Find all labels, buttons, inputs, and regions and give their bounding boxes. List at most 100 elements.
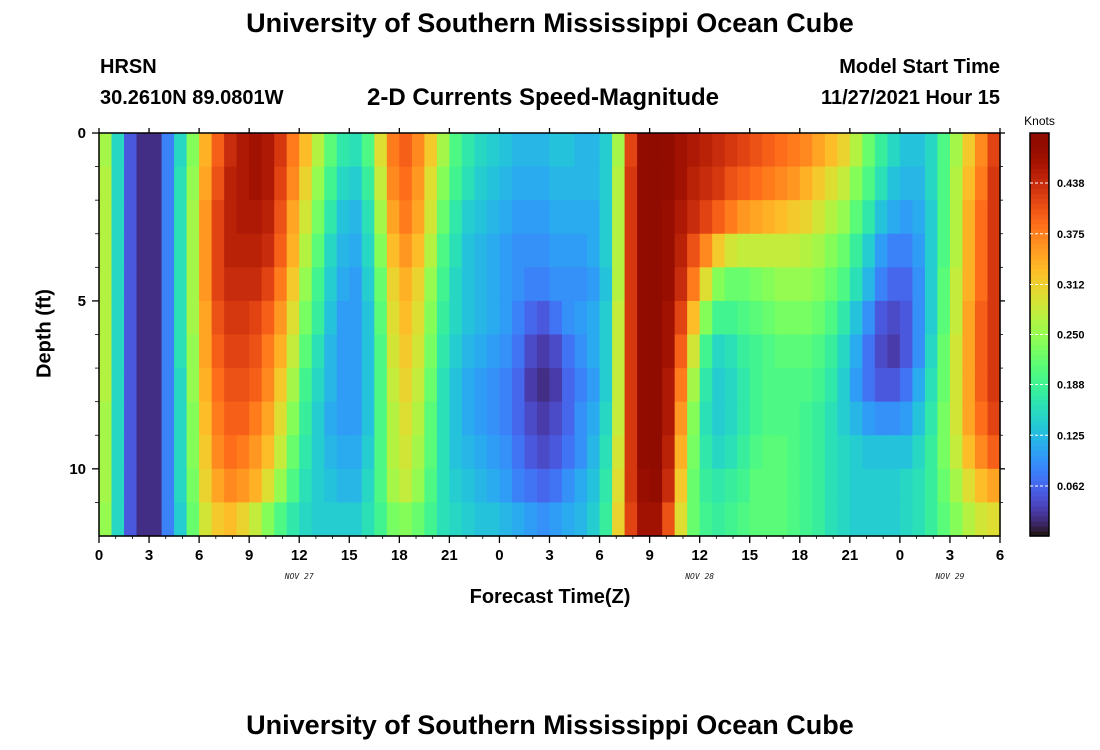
heatmap-cell (749, 468, 763, 504)
heatmap-cell (499, 401, 513, 436)
heatmap-cell (749, 368, 763, 403)
heatmap-cell (124, 300, 138, 336)
heatmap-cell (199, 435, 213, 470)
colorbar-cell (1030, 500, 1049, 507)
heatmap-cell (574, 468, 588, 504)
heatmap-cell (474, 267, 488, 302)
heatmap-cell (274, 200, 288, 235)
heatmap-cell (461, 334, 476, 369)
heatmap-cell (374, 334, 388, 369)
colorbar-cell (1030, 183, 1049, 190)
colorbar-cell (1030, 284, 1049, 290)
heatmap-cell (762, 267, 776, 302)
heatmap-cell (236, 133, 250, 168)
heatmap-cell (974, 435, 989, 470)
heatmap-cell (712, 200, 726, 235)
heatmap-cell (787, 300, 801, 336)
heatmap-cell (236, 502, 250, 537)
plot-title: 2-D Currents Speed-Magnitude (367, 84, 720, 111)
heatmap-cell (787, 200, 801, 235)
heatmap-cell (349, 368, 363, 403)
heatmap-cell (912, 468, 926, 504)
heatmap-cell (111, 368, 125, 403)
heatmap-cell (249, 435, 263, 470)
heatmap-cell (474, 300, 488, 336)
heatmap-cell (562, 468, 576, 504)
heatmap-cell (386, 502, 400, 537)
heatmap-cell (862, 267, 876, 302)
heatmap-cell (962, 233, 976, 268)
heatmap-cell (874, 267, 888, 302)
heatmap-cell (149, 133, 163, 168)
heatmap-cell (737, 468, 751, 504)
heatmap-cell (824, 435, 838, 470)
heatmap-cell (849, 133, 863, 168)
heatmap-cell (499, 334, 513, 369)
heatmap-cell (987, 334, 1001, 369)
heatmap-cell (261, 200, 275, 235)
heatmap-cell (924, 267, 939, 302)
heatmap-cell (99, 334, 113, 369)
heatmap-cell (649, 334, 663, 369)
heatmap-cell (186, 233, 200, 268)
heatmap-cell (199, 468, 213, 504)
heatmap-cell (361, 267, 375, 302)
colorbar-cell (1030, 480, 1049, 487)
heatmap-cell (712, 502, 726, 537)
heatmap-cell (812, 334, 826, 369)
heatmap-cell (574, 502, 588, 537)
heatmap-cell (887, 502, 901, 537)
heatmap-cell (186, 300, 200, 336)
heatmap-cell (799, 435, 813, 470)
heatmap-cell (549, 401, 563, 436)
heatmap-cell (499, 368, 513, 403)
heatmap-cell (536, 300, 551, 336)
model-start-label: Model Start Time (839, 56, 1000, 78)
colorbar-cell (1030, 394, 1049, 401)
x-tick-label: 0 (95, 547, 103, 564)
heatmap-cell (687, 468, 701, 504)
heatmap-cell (674, 435, 688, 470)
heatmap-cell (261, 334, 275, 369)
heatmap-cell (562, 233, 576, 268)
heatmap-cell (987, 502, 1001, 537)
colorbar-cell (1030, 213, 1049, 220)
heatmap-cell (974, 267, 989, 302)
heatmap-cell (662, 300, 676, 336)
heatmap-cell (286, 401, 300, 436)
heatmap-cell (399, 133, 413, 168)
heatmap-cell (862, 401, 876, 436)
heatmap-cell (236, 166, 250, 201)
colorbar-cell (1030, 344, 1049, 351)
heatmap-cell (912, 200, 926, 235)
heatmap-cell (837, 401, 851, 436)
heatmap-cell (774, 133, 788, 168)
heatmap-cell (461, 166, 476, 201)
heatmap-cell (374, 200, 388, 235)
heatmap-cell (787, 502, 801, 537)
heatmap-cell (599, 233, 613, 268)
heatmap-cell (499, 435, 513, 470)
heatmap-cell (361, 468, 375, 504)
heatmap-cell (124, 368, 138, 403)
heatmap-cell (674, 334, 688, 369)
heatmap-cell (712, 300, 726, 336)
heatmap-cell (149, 502, 163, 537)
heatmap-cell (424, 233, 438, 268)
heatmap-cell (649, 233, 663, 268)
heatmap-cell (461, 200, 476, 235)
heatmap-cell (637, 233, 651, 268)
heatmap-cell (837, 267, 851, 302)
heatmap-cell (787, 368, 801, 403)
heatmap-cell (937, 300, 951, 336)
heatmap-cell (461, 300, 476, 336)
heatmap-cell (737, 401, 751, 436)
heatmap-cell (311, 502, 325, 537)
colorbar-cell (1030, 530, 1049, 537)
colorbar-cell (1030, 193, 1049, 200)
colorbar-cell (1030, 505, 1049, 512)
heatmap-cell (649, 133, 663, 168)
heatmap-cell (762, 435, 776, 470)
heatmap-cell (649, 368, 663, 403)
heatmap-cell (361, 435, 375, 470)
